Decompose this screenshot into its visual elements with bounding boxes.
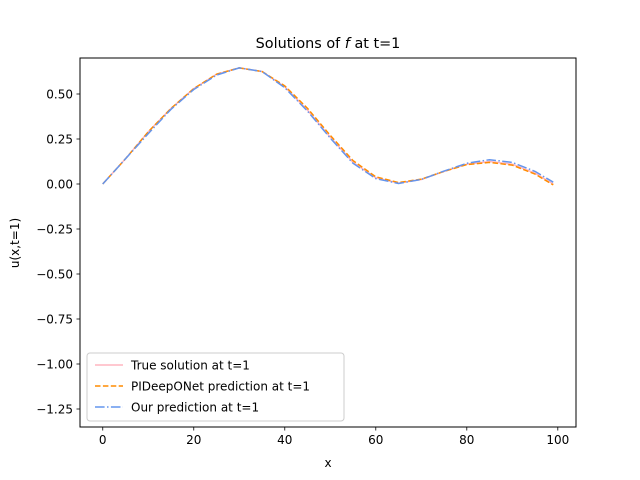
y-tick-label: −0.75 — [36, 312, 73, 326]
legend-box — [86, 352, 345, 422]
x-axis-label: x — [324, 456, 331, 470]
plot-frame — [79, 57, 577, 428]
x-tick-label: 60 — [368, 433, 383, 447]
x-tick-label: 0 — [99, 433, 107, 447]
y-tick-label: −0.50 — [36, 267, 73, 281]
x-tick-label: 80 — [459, 433, 474, 447]
legend-label-2: PIDeepONet prediction at t=1 — [131, 379, 310, 393]
y-tick-label: 0.50 — [46, 87, 73, 101]
legend: True solution at t=1 PIDeepONet predictio… — [86, 352, 345, 422]
y-axis-label: u(x,t=1) — [8, 218, 22, 268]
series-layer — [102, 67, 554, 186]
x-tick-label: 40 — [277, 433, 292, 447]
chart-title: Solutions of f at t=1 — [256, 36, 401, 52]
y-tick-label: −0.25 — [36, 222, 73, 236]
y-tick-label: −1.25 — [36, 402, 73, 416]
title-suffix: at t=1 — [350, 36, 400, 52]
y-tick-label: 0.00 — [46, 177, 73, 191]
legend-label-1: True solution at t=1 — [130, 358, 250, 372]
y-tick-label: 0.25 — [46, 132, 73, 146]
title-prefix: Solutions of — [256, 36, 345, 52]
y-tick-label: −1.00 — [36, 357, 73, 371]
title-italic: f — [345, 36, 352, 52]
legend-label-3: Our prediction at t=1 — [131, 400, 259, 414]
x-tick-label: 20 — [186, 433, 201, 447]
tick-layer: 0 20 40 60 80 100 0.50 0.25 0.00 −0.25 −0.50 −0.75 −… — [36, 87, 569, 447]
x-tick-label: 100 — [546, 433, 569, 447]
